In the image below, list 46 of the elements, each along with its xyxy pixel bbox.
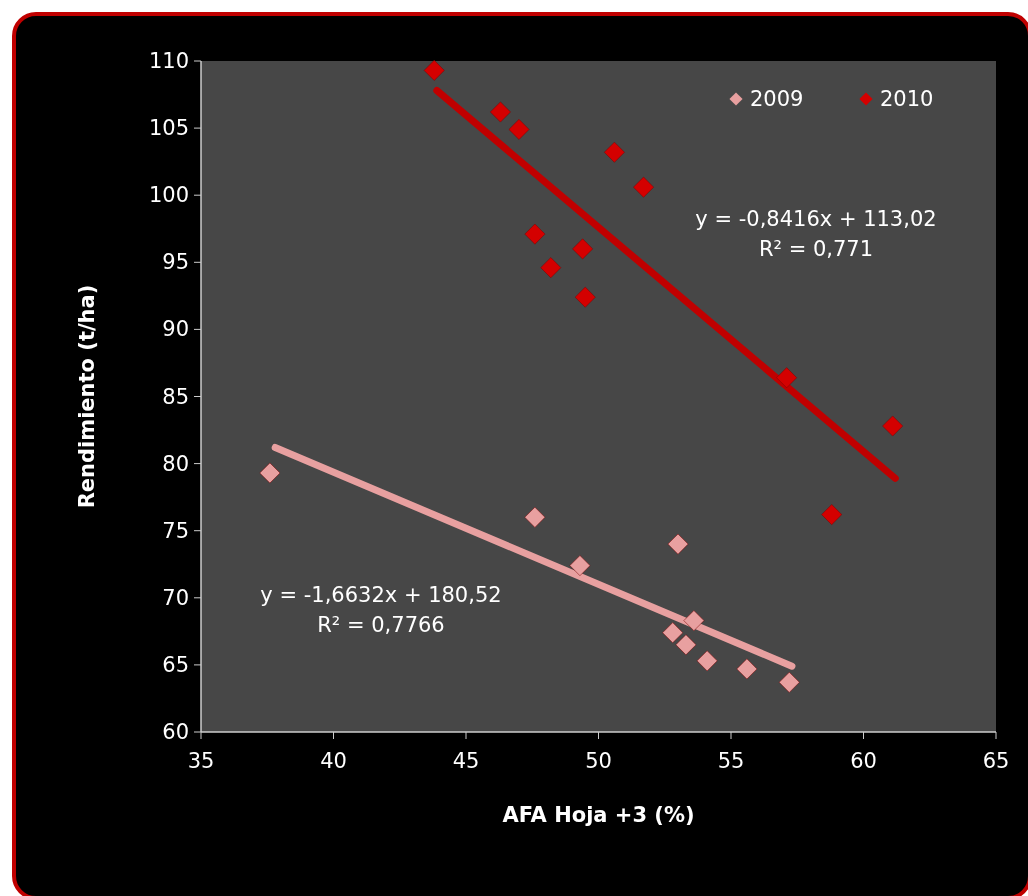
x-tick-label: 55 (717, 749, 745, 773)
x-tick-label: 50 (585, 749, 612, 773)
point (821, 504, 843, 525)
point (569, 555, 591, 576)
annotation: y = -1,6632x + 180,52 R² = 0,7766 (260, 583, 502, 637)
point (675, 634, 697, 656)
legend-label: 2010 (880, 87, 934, 111)
annotation: y = -0,8416x + 113,02 R² = 0,771 (695, 207, 937, 261)
point (572, 238, 593, 260)
y-tick-label: 100 (148, 183, 189, 208)
y-tick-label: 95 (162, 250, 189, 275)
y-tick-label: 110 (148, 49, 189, 73)
point (683, 610, 705, 631)
y-tick-label: 70 (162, 585, 189, 610)
x-tick-label: 65 (982, 749, 1010, 773)
point (574, 286, 596, 308)
point (776, 367, 797, 389)
point (540, 257, 562, 279)
y-tick-label: 85 (162, 384, 189, 409)
y-tick-label: 80 (162, 451, 189, 476)
y-axis-title: Rendimiento (t/ha) (75, 284, 99, 509)
point (259, 462, 281, 484)
y-tick-label: 75 (162, 518, 189, 543)
point (778, 672, 800, 693)
point (662, 622, 684, 644)
x-axis-title: AFA Hoja +3 (%) (502, 803, 695, 827)
point (508, 119, 530, 140)
y-tick-label: 65 (162, 652, 189, 677)
point (696, 650, 718, 672)
point (667, 533, 689, 555)
point (490, 101, 511, 123)
point (604, 141, 625, 163)
x-tick-label: 45 (452, 749, 480, 773)
x-tick-label: 40 (320, 749, 347, 773)
point (423, 60, 445, 81)
point (633, 176, 654, 198)
y-tick-label: 60 (162, 720, 189, 744)
y-tick-label: 105 (148, 116, 189, 141)
legend-label: 2009 (750, 87, 804, 111)
point (524, 506, 546, 528)
point (736, 658, 758, 680)
y-tick-label: 90 (162, 317, 189, 342)
x-tick-label: 35 (187, 749, 215, 773)
x-tick-label: 60 (850, 749, 877, 773)
point (882, 415, 903, 437)
point (524, 223, 546, 245)
